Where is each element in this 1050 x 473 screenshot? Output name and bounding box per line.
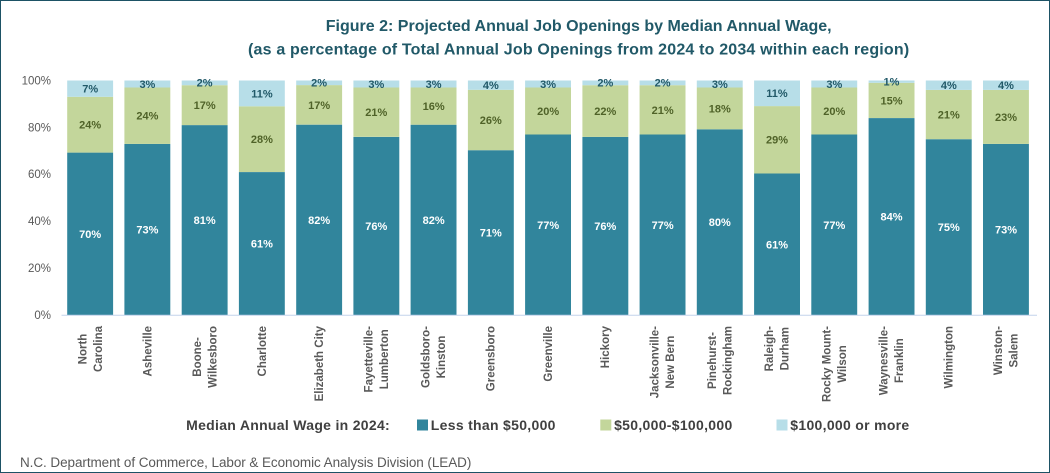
svg-text:Hickory: Hickory <box>600 325 612 368</box>
svg-text:Wilson: Wilson <box>837 345 849 383</box>
svg-text:73%: 73% <box>995 225 1017 237</box>
svg-text:61%: 61% <box>766 239 788 251</box>
svg-text:4%: 4% <box>998 80 1014 92</box>
svg-text:Greenville: Greenville <box>543 326 555 382</box>
svg-text:3%: 3% <box>540 79 556 91</box>
svg-text:1%: 1% <box>884 77 900 89</box>
svg-text:40%: 40% <box>28 216 51 228</box>
svg-text:26%: 26% <box>480 115 502 127</box>
svg-text:20%: 20% <box>823 106 845 118</box>
svg-text:61%: 61% <box>251 239 273 251</box>
svg-text:3%: 3% <box>712 79 728 91</box>
svg-text:16%: 16% <box>423 101 445 113</box>
svg-text:Goldsboro-: Goldsboro- <box>421 326 433 388</box>
svg-text:Less than $50,000: Less than $50,000 <box>431 417 556 433</box>
svg-text:Greensboro: Greensboro <box>486 326 498 391</box>
svg-text:75%: 75% <box>938 222 960 234</box>
svg-text:11%: 11% <box>251 88 273 100</box>
svg-text:Raleigh-: Raleigh- <box>764 326 776 372</box>
svg-text:$100,000 or more: $100,000 or more <box>790 417 909 433</box>
svg-text:20%: 20% <box>28 263 51 275</box>
svg-text:2%: 2% <box>655 78 671 90</box>
svg-text:Rockingham: Rockingham <box>722 326 734 395</box>
svg-text:4%: 4% <box>941 80 957 92</box>
svg-text:Winston-: Winston- <box>993 326 1005 375</box>
svg-text:(as a percentage of Total Annu: (as a percentage of Total Annual Job Ope… <box>248 42 909 59</box>
svg-text:3%: 3% <box>426 79 442 91</box>
svg-text:77%: 77% <box>652 220 674 232</box>
svg-text:Boone-: Boone- <box>192 337 204 377</box>
svg-text:24%: 24% <box>79 120 101 132</box>
svg-text:23%: 23% <box>995 112 1017 124</box>
svg-text:29%: 29% <box>766 135 788 147</box>
svg-text:Jacksonville-: Jacksonville- <box>650 326 662 398</box>
svg-text:Median Annual Wage in 2024:: Median Annual Wage in 2024: <box>186 417 390 433</box>
svg-text:Wilmington: Wilmington <box>944 326 956 389</box>
svg-text:17%: 17% <box>194 100 216 112</box>
svg-text:77%: 77% <box>823 220 845 232</box>
svg-text:Salem: Salem <box>1009 334 1021 368</box>
svg-text:76%: 76% <box>365 221 387 233</box>
svg-text:N.C. Department of Commerce, L: N.C. Department of Commerce, Labor & Eco… <box>20 455 471 470</box>
svg-text:77%: 77% <box>537 220 559 232</box>
svg-text:Waynesville-: Waynesville- <box>879 326 891 395</box>
svg-text:Lumberton: Lumberton <box>379 329 391 389</box>
svg-text:60%: 60% <box>28 169 51 181</box>
svg-text:100%: 100% <box>22 75 51 87</box>
svg-text:20%: 20% <box>537 106 559 118</box>
svg-text:Kinston: Kinston <box>436 336 448 379</box>
svg-text:0%: 0% <box>34 310 51 322</box>
svg-text:17%: 17% <box>308 100 330 112</box>
svg-text:11%: 11% <box>766 88 788 100</box>
svg-text:New Bern: New Bern <box>665 336 677 389</box>
svg-text:21%: 21% <box>652 105 674 117</box>
svg-text:21%: 21% <box>938 109 960 121</box>
svg-text:North: North <box>77 334 89 365</box>
svg-text:2%: 2% <box>597 78 613 90</box>
svg-text:24%: 24% <box>136 111 158 123</box>
svg-text:Elizabeth City: Elizabeth City <box>314 325 326 401</box>
svg-text:Wilkesboro: Wilkesboro <box>207 326 219 388</box>
svg-text:4%: 4% <box>483 80 499 92</box>
svg-text:2%: 2% <box>197 78 213 90</box>
svg-text:22%: 22% <box>594 106 616 118</box>
svg-text:Pinehurst-: Pinehurst- <box>707 332 719 389</box>
svg-text:Franklin: Franklin <box>894 338 906 383</box>
svg-text:15%: 15% <box>880 95 902 107</box>
svg-text:3%: 3% <box>139 79 155 91</box>
svg-text:80%: 80% <box>28 122 51 134</box>
svg-text:2%: 2% <box>311 78 327 90</box>
svg-text:82%: 82% <box>308 215 330 227</box>
svg-text:28%: 28% <box>251 134 273 146</box>
svg-text:Fayetteville-: Fayetteville- <box>364 326 376 393</box>
svg-text:73%: 73% <box>136 225 158 237</box>
svg-text:Carolina: Carolina <box>93 325 105 372</box>
svg-text:7%: 7% <box>82 84 98 96</box>
svg-text:$50,000-$100,000: $50,000-$100,000 <box>614 417 732 433</box>
svg-text:Asheville: Asheville <box>142 326 154 377</box>
svg-text:21%: 21% <box>365 107 387 119</box>
svg-text:18%: 18% <box>709 103 731 115</box>
svg-text:Durham: Durham <box>780 327 792 370</box>
svg-text:3%: 3% <box>826 79 842 91</box>
svg-text:Charlotte: Charlotte <box>257 326 269 376</box>
svg-text:Rocky Mount-: Rocky Mount- <box>821 326 833 402</box>
svg-text:82%: 82% <box>423 215 445 227</box>
svg-text:71%: 71% <box>480 228 502 240</box>
svg-text:3%: 3% <box>368 79 384 91</box>
svg-text:80%: 80% <box>709 217 731 229</box>
svg-text:Figure 2: Projected Annual Job: Figure 2: Projected Annual Job Openings … <box>326 18 832 35</box>
svg-text:70%: 70% <box>79 229 101 241</box>
svg-text:81%: 81% <box>194 215 216 227</box>
svg-text:76%: 76% <box>594 221 616 233</box>
svg-text:84%: 84% <box>880 212 902 224</box>
